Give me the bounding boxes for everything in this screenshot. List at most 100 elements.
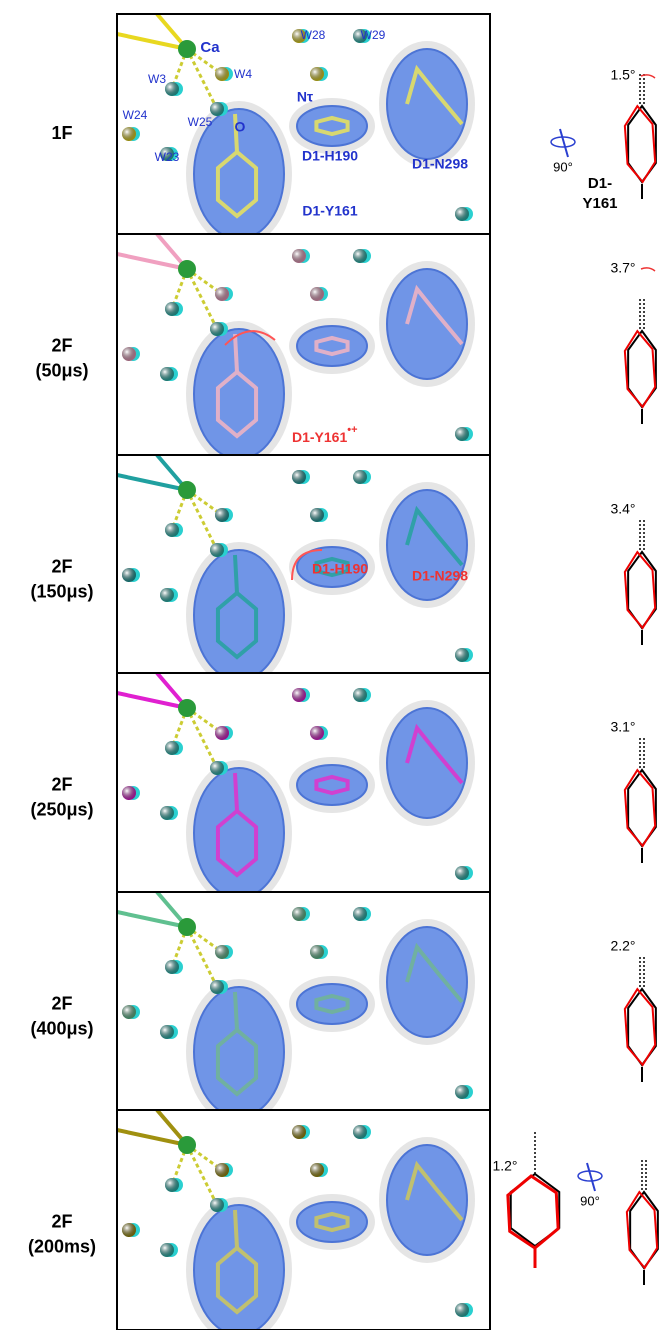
residue-label: D1- <box>588 175 612 192</box>
row-label: (150μs) <box>30 581 93 601</box>
bond <box>117 473 188 492</box>
shade <box>165 302 179 316</box>
row-label: 2F <box>51 774 72 794</box>
calcium <box>178 1136 196 1154</box>
ring <box>215 590 259 660</box>
ring <box>215 149 259 219</box>
panel-art <box>117 1110 490 1330</box>
annotation: W23 <box>155 150 180 164</box>
arrow <box>640 267 656 272</box>
density <box>296 105 368 147</box>
shade <box>160 367 174 381</box>
annotation: D1-H190 <box>312 561 368 577</box>
stick <box>405 1160 464 1222</box>
shade <box>122 568 136 582</box>
stick <box>233 772 239 812</box>
shade <box>160 588 174 602</box>
density <box>386 489 468 601</box>
ring <box>314 556 350 578</box>
shade <box>215 67 229 81</box>
density <box>386 707 468 819</box>
bond <box>117 691 188 710</box>
density <box>386 1144 468 1256</box>
shade <box>292 29 306 43</box>
panel-art <box>117 455 490 673</box>
panel-art <box>117 892 490 1110</box>
shade <box>353 470 367 484</box>
bond <box>117 252 188 271</box>
row-label: 2F <box>51 335 72 355</box>
ring-red <box>623 768 657 848</box>
annotation: W24 <box>123 108 148 122</box>
density <box>193 549 285 673</box>
shade <box>122 786 136 800</box>
annotation: D1-N298 <box>412 568 468 584</box>
ring <box>314 774 350 796</box>
density <box>386 268 468 380</box>
density <box>193 1204 285 1330</box>
shade <box>310 508 324 522</box>
panel-art <box>117 234 490 455</box>
shade <box>165 741 179 755</box>
shade <box>122 347 136 361</box>
rotation-axis <box>586 1162 596 1192</box>
shade <box>122 127 136 141</box>
ring <box>314 115 350 137</box>
shade <box>165 1178 179 1192</box>
shade <box>215 1163 229 1177</box>
annotation: W29 <box>361 28 386 42</box>
angle-label: 1.5° <box>610 67 635 83</box>
shade <box>455 648 469 662</box>
shade <box>215 287 229 301</box>
ring-red <box>506 1174 560 1250</box>
annotation: W28 <box>301 28 326 42</box>
rotation-label: 90° <box>580 1193 600 1208</box>
ring-red <box>623 550 657 630</box>
shade <box>353 907 367 921</box>
density <box>296 983 368 1025</box>
bond <box>117 910 188 929</box>
shade <box>210 980 224 994</box>
shade <box>353 688 367 702</box>
bond <box>117 32 188 51</box>
row-label: (250μs) <box>30 799 93 819</box>
shade <box>310 726 324 740</box>
density <box>193 986 285 1110</box>
shade <box>165 960 179 974</box>
shade <box>215 726 229 740</box>
angle-label: 3.7° <box>610 260 635 276</box>
row-label: 2F <box>51 993 72 1013</box>
ring-red <box>623 104 657 184</box>
calcium <box>178 40 196 58</box>
ring-red <box>623 329 657 409</box>
shade <box>353 1125 367 1139</box>
ring <box>314 993 350 1015</box>
shade <box>160 806 174 820</box>
ring <box>215 1027 259 1097</box>
shade <box>292 249 306 263</box>
annotation: O <box>235 119 246 135</box>
shade <box>310 67 324 81</box>
stick <box>233 1209 239 1249</box>
density <box>296 1201 368 1243</box>
ring <box>215 808 259 878</box>
row-label: 2F <box>51 1211 72 1231</box>
stick <box>405 723 464 785</box>
shade <box>310 1163 324 1177</box>
stick <box>233 554 239 594</box>
density <box>296 325 368 367</box>
annotation: D1-H190 <box>302 148 358 164</box>
stick <box>405 64 464 126</box>
panel-frame <box>116 1109 491 1330</box>
shade <box>210 543 224 557</box>
shade <box>292 688 306 702</box>
shade <box>455 1085 469 1099</box>
shade <box>215 945 229 959</box>
shade <box>210 1198 224 1212</box>
shade <box>455 1303 469 1317</box>
arrow <box>640 74 656 79</box>
arrow <box>291 549 323 581</box>
calcium <box>178 260 196 278</box>
ring-red <box>625 1190 659 1270</box>
